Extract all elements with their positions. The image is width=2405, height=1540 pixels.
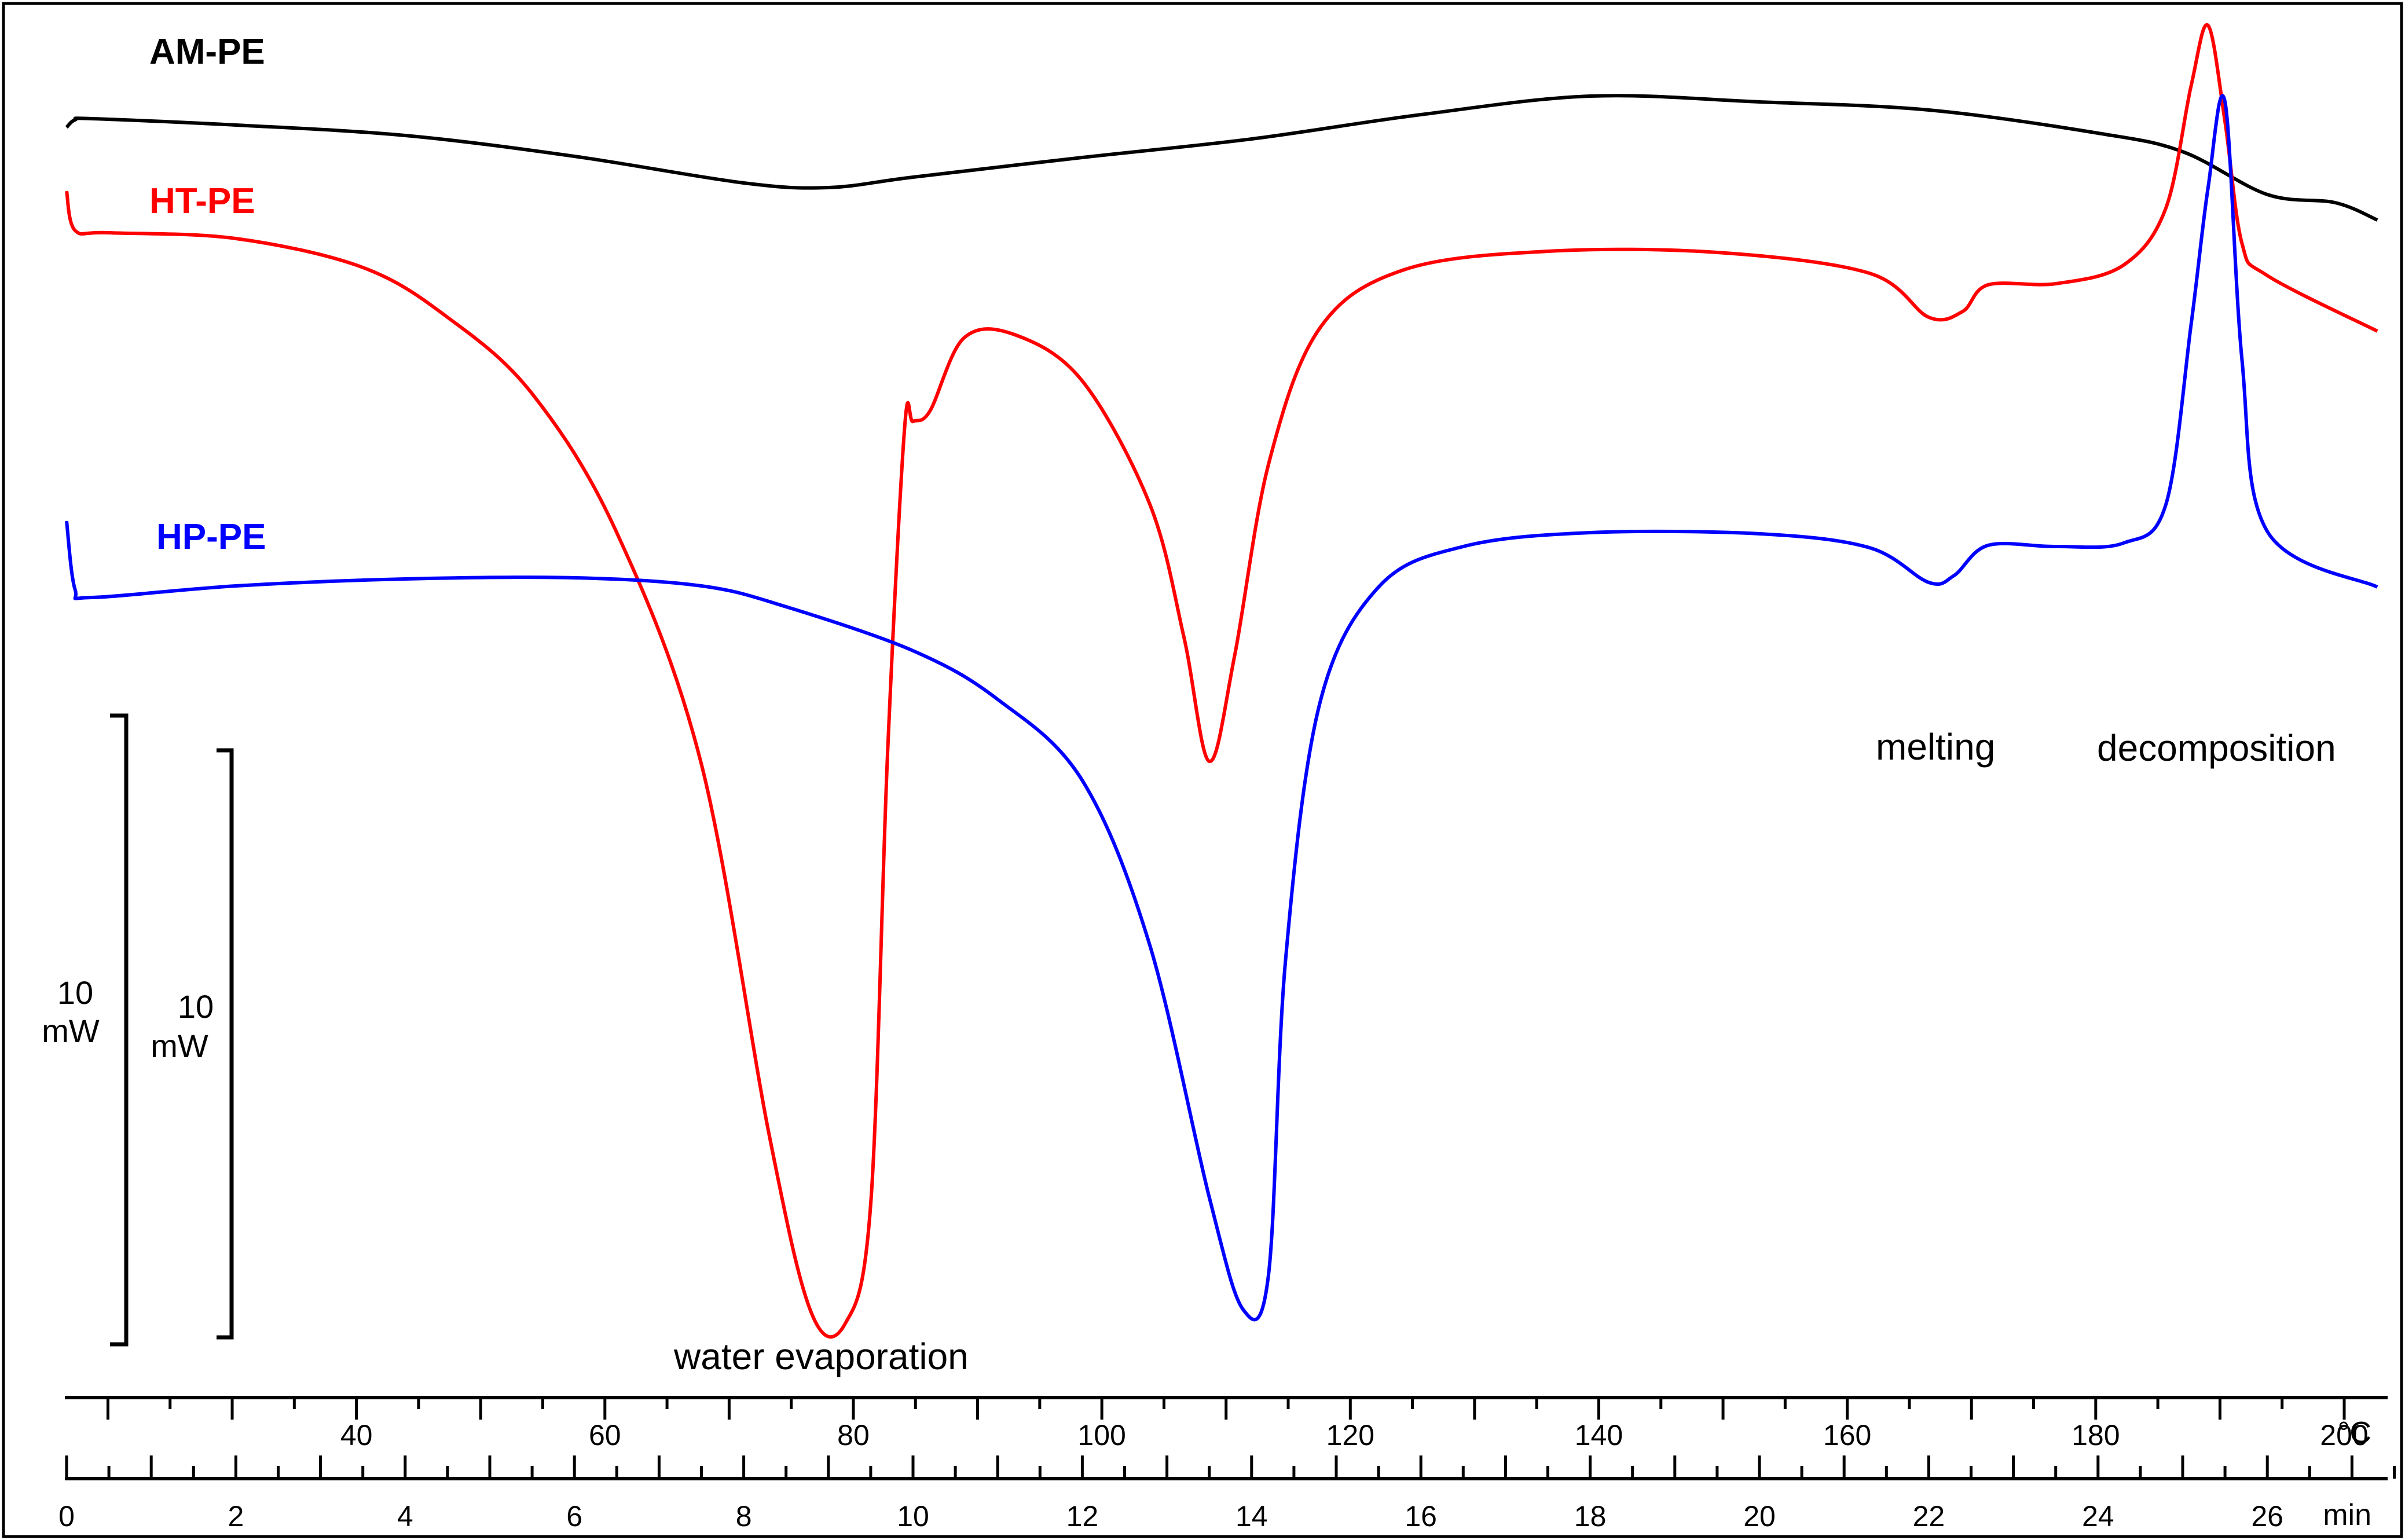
series-line-hp-pe (65, 94, 2378, 1322)
series-label-hp-pe: HP-PE (156, 517, 266, 557)
annotation-decomposition: decomposition (2097, 727, 2336, 769)
time-tick-label: 6 (566, 1500, 582, 1532)
time-axis-unit: min (2323, 1498, 2371, 1532)
time-tick-label: 12 (1066, 1500, 1099, 1532)
scale-bar-2-unit: mW (151, 1028, 208, 1064)
scale-bar-1: 10 mW (42, 713, 129, 1347)
scale-bar-2-value: 10 (178, 988, 214, 1025)
scale-bar-1-unit: mW (42, 1013, 100, 1049)
series-label-am-pe: AM-PE (149, 32, 265, 72)
time-tick-label: 10 (897, 1500, 929, 1532)
temperature-tick-label: 180 (2072, 1419, 2120, 1451)
time-tick-label: 24 (2082, 1500, 2114, 1532)
annotation-water-evaporation: water evaporation (673, 1336, 969, 1377)
temperature-tick-label: 80 (837, 1419, 870, 1451)
time-tick-label: 20 (1743, 1500, 1776, 1532)
temperature-tick-label: 100 (1077, 1419, 1125, 1451)
time-tick-label: 8 (736, 1500, 752, 1532)
temperature-tick-label: 140 (1575, 1419, 1623, 1451)
temperature-tick-label: 200 (2320, 1419, 2368, 1451)
curves-layer (65, 23, 2378, 1339)
temperature-tick-label: 160 (1823, 1419, 1871, 1451)
annotation-melting: melting (1876, 726, 1995, 768)
temperature-tick-label: 60 (589, 1419, 621, 1451)
temperature-tick-label: 120 (1326, 1419, 1374, 1451)
scale-bar-2: 10 mW (151, 748, 234, 1340)
time-tick-label: 2 (228, 1500, 244, 1532)
time-tick-label: 4 (397, 1500, 413, 1532)
time-tick-label: 16 (1405, 1500, 1437, 1532)
series-line-am-pe (65, 94, 2378, 222)
scale-bar-1-value: 10 (57, 974, 93, 1011)
time-tick-label: 22 (1913, 1500, 1945, 1532)
time-tick-label: 18 (1574, 1500, 1607, 1532)
time-tick-label: 14 (1236, 1500, 1268, 1532)
temperature-axis-unit: °C (2338, 1416, 2371, 1450)
temperature-tick-label: 40 (340, 1419, 373, 1451)
series-line-ht-pe (65, 23, 2378, 1339)
time-tick-label: 0 (58, 1500, 75, 1532)
series-label-ht-pe: HT-PE (149, 181, 255, 221)
time-tick-label: 26 (2251, 1500, 2283, 1532)
